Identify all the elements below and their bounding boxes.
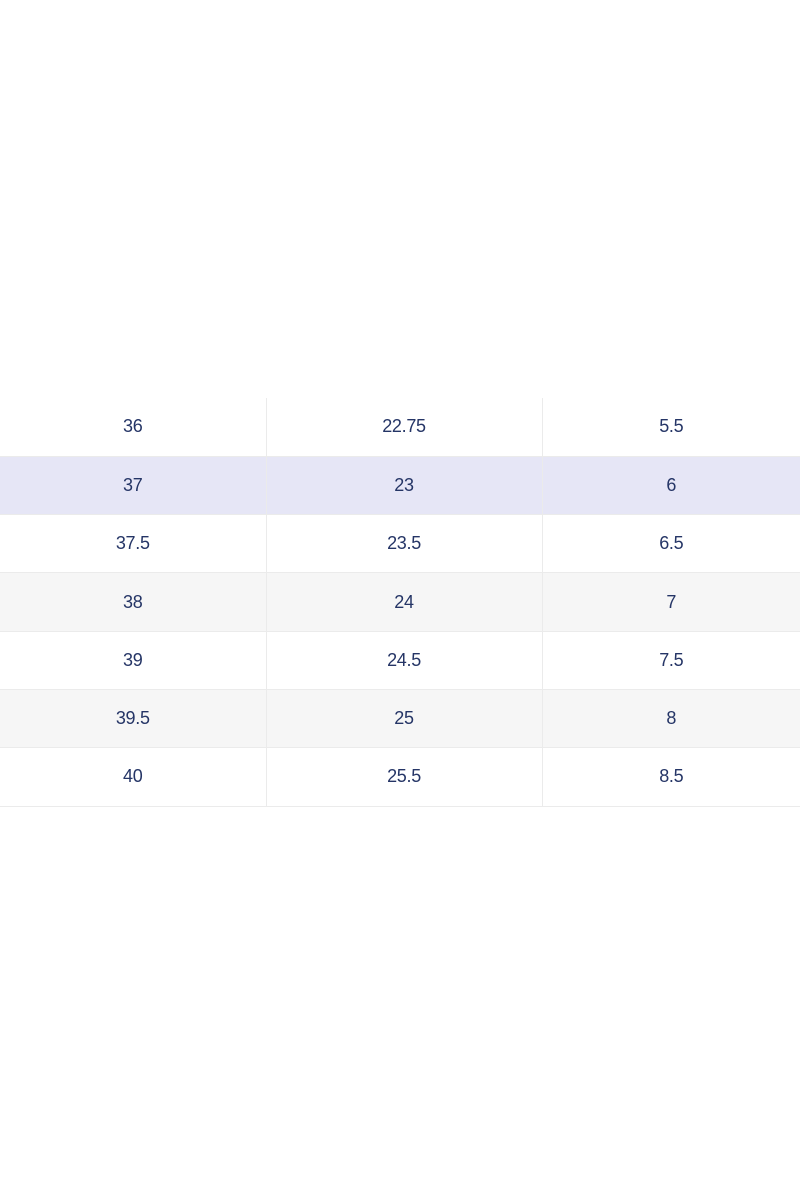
table-row[interactable]: 39.5 25 8 (0, 689, 800, 749)
foot-length-cell: 23.5 (265, 514, 542, 574)
foot-length-cell: 25.5 (265, 747, 542, 807)
table-row-selected[interactable]: 37 23 6 (0, 456, 800, 516)
eu-size-cell: 37 (0, 456, 266, 516)
eu-size-cell: 37.5 (0, 514, 266, 574)
size-conversion-table: 36 22.75 5.5 37 23 6 37.5 23.5 6.5 38 24… (0, 398, 800, 807)
table-row[interactable]: 40 25.5 8.5 (0, 747, 800, 807)
eu-size-cell: 39.5 (0, 689, 266, 749)
foot-length-cell: 22.75 (265, 398, 542, 457)
table-row[interactable]: 38 24 7 (0, 572, 800, 632)
table-row[interactable]: 39 24.5 7.5 (0, 631, 800, 690)
foot-length-cell: 25 (265, 689, 542, 749)
us-size-cell: 8.5 (541, 747, 800, 807)
table-row[interactable]: 36 22.75 5.5 (0, 398, 800, 457)
foot-length-cell: 24 (265, 572, 542, 632)
eu-size-cell: 39 (0, 631, 266, 690)
us-size-cell: 6.5 (541, 514, 800, 574)
foot-length-cell: 24.5 (265, 631, 542, 690)
eu-size-cell: 36 (0, 398, 266, 457)
us-size-cell: 6 (541, 456, 800, 516)
us-size-cell: 8 (541, 689, 800, 749)
us-size-cell: 5.5 (541, 398, 800, 457)
us-size-cell: 7.5 (541, 631, 800, 690)
table-row[interactable]: 37.5 23.5 6.5 (0, 514, 800, 574)
foot-length-cell: 23 (265, 456, 542, 516)
eu-size-cell: 40 (0, 747, 266, 807)
us-size-cell: 7 (541, 572, 800, 632)
eu-size-cell: 38 (0, 572, 266, 632)
